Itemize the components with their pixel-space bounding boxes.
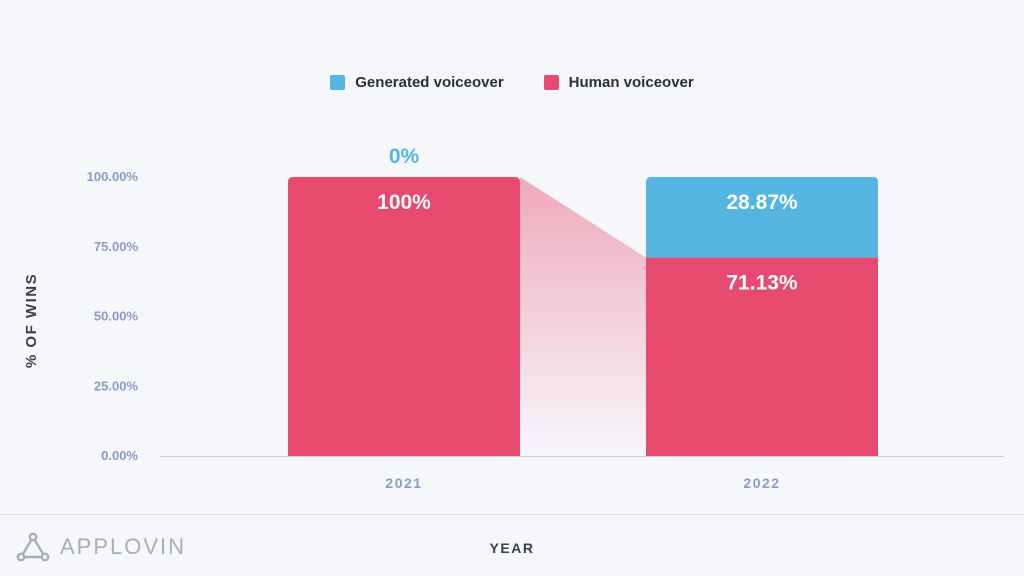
x-tick-label: 2021	[385, 475, 422, 491]
bar-human-2022	[646, 257, 878, 456]
data-label-human-2021: 100%	[377, 191, 431, 214]
data-label-generated-2021: 0%	[389, 145, 420, 168]
applovin-logo: APPLOVIN	[16, 532, 186, 562]
footer-divider	[0, 514, 1024, 515]
legend-swatch-generated	[330, 75, 346, 90]
y-axis-title: % OF WINS	[23, 273, 40, 368]
legend-swatch-human	[543, 75, 559, 90]
y-tick-label: 0.00%	[101, 448, 138, 463]
connector-shape	[520, 177, 646, 456]
x-tick-label: 2022	[743, 475, 780, 491]
y-tick-label: 100.00%	[87, 169, 139, 184]
data-label-generated-2022: 28.87%	[726, 191, 798, 214]
bar-human-2021	[288, 177, 520, 456]
legend-item-generated: Generated voiceover	[330, 74, 504, 91]
legend-label-generated: Generated voiceover	[355, 74, 504, 91]
x-axis-title: YEAR	[489, 540, 535, 556]
y-tick-label: 75.00%	[94, 239, 139, 254]
legend-item-human: Human voiceover	[543, 74, 694, 91]
legend: Generated voiceover Human voiceover	[0, 74, 1024, 91]
legend-label-human: Human voiceover	[568, 74, 694, 91]
y-tick-label: 25.00%	[94, 378, 139, 393]
logo-text: APPLOVIN	[60, 534, 187, 559]
data-label-human-2022: 71.13%	[726, 272, 798, 295]
applovin-triangle-icon	[16, 532, 50, 562]
y-tick-label: 50.00%	[94, 309, 139, 324]
bar-generated-2022	[646, 177, 878, 258]
